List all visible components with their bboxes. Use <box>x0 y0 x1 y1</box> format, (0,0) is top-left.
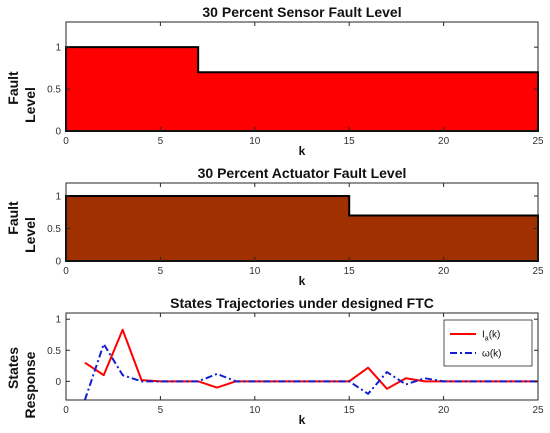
x-tick-label: 5 <box>158 136 164 147</box>
x-tick-label: 20 <box>438 266 450 277</box>
x-tick-label: 0 <box>63 266 69 277</box>
chart-panel-2: 0 5 10 15 20 25 0 0.5 1 30 Percent Actuator Fault… <box>5 165 544 288</box>
y-tick-label: 1 <box>55 43 61 54</box>
x-axis-label: k <box>299 144 306 158</box>
x-tick-label: 10 <box>249 266 261 277</box>
chart-title: 30 Percent Actuator Fault Level <box>198 165 407 181</box>
x-tick-label: 5 <box>158 405 164 416</box>
y-tick-label: 1 <box>55 315 61 326</box>
x-tick-label: 0 <box>63 136 69 147</box>
y-axis-label: Level <box>22 217 38 253</box>
y-tick-label: 1 <box>55 192 61 203</box>
x-tick-label: 15 <box>344 266 356 277</box>
state-line-2 <box>83 343 538 401</box>
x-tick-label: 20 <box>438 136 450 147</box>
y-tick-label: 0 <box>55 377 61 388</box>
axes-box <box>65 312 539 401</box>
legend-box <box>443 319 533 367</box>
y-tick-label: 0.5 <box>47 85 61 96</box>
legend-label: Ia(k) <box>482 330 500 343</box>
chart-title: 30 Percent Sensor Fault Level <box>202 4 401 20</box>
x-tick-label: 10 <box>249 405 261 416</box>
x-tick-label: 25 <box>532 266 544 277</box>
axes-box <box>65 21 539 132</box>
chart-title: States Trajectories under designed FTC <box>170 295 434 311</box>
legend: Ia(k) ω(k) <box>443 319 533 367</box>
y-axis-label: Level <box>22 87 38 123</box>
y-axis-label: Fault <box>5 201 21 235</box>
y-tick-label: 0.5 <box>47 346 61 357</box>
y-axis-label: Fault <box>5 71 21 105</box>
y-axis-label: States <box>5 347 21 389</box>
chart-panel-3: 0 5 10 15 20 25 0 0.5 1 States Trajectories under… <box>5 295 544 427</box>
axes-box <box>65 182 539 262</box>
x-tick-label: 0 <box>63 405 69 416</box>
x-axis-label: k <box>299 413 306 427</box>
x-tick-label: 25 <box>532 136 544 147</box>
y-axis-label: Response <box>22 351 38 418</box>
x-tick-label: 10 <box>249 136 261 147</box>
x-axis-label: k <box>299 274 306 288</box>
y-tick-label: 0 <box>55 127 61 138</box>
chart-panel-1: 0 5 10 15 20 25 0 0.5 1 30 Percent Sensor Fault L… <box>5 4 544 158</box>
legend-label: ω(k) <box>482 349 501 360</box>
x-tick-label: 25 <box>532 405 544 416</box>
y-tick-label: 0.5 <box>47 224 61 235</box>
x-tick-label: 5 <box>158 266 164 277</box>
y-tick-label: 0 <box>55 257 61 268</box>
x-tick-label: 15 <box>344 136 356 147</box>
x-tick-label: 15 <box>344 405 356 416</box>
x-tick-label: 20 <box>438 405 450 416</box>
